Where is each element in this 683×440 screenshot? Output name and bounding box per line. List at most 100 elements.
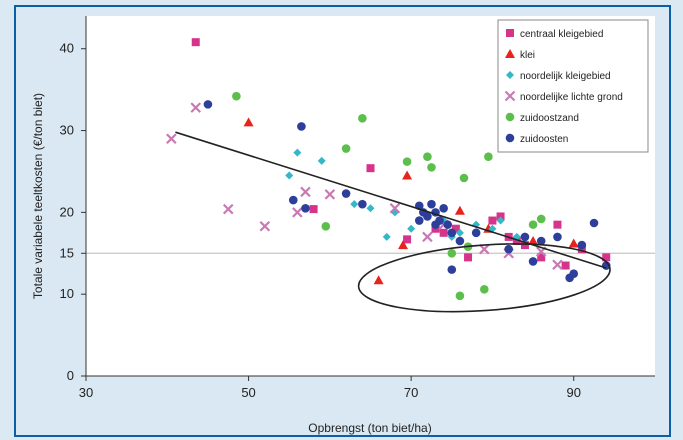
data-point [561,261,570,270]
data-point [317,156,326,165]
data-point [358,199,367,209]
data-point [568,238,579,248]
data-point [455,236,465,246]
data-point [504,244,513,254]
legend-label: centraal kleigebied [520,29,603,40]
data-point [350,200,359,209]
trend-line [175,131,607,269]
data-point [297,122,306,131]
data-point [480,284,489,294]
data-point [243,117,254,127]
data-point [455,291,465,301]
data-point [190,102,202,113]
data-point [431,220,440,229]
data-point [321,221,331,231]
data-point [451,224,460,233]
data-point [232,91,241,101]
x-tick-label: 30 [79,385,93,400]
x-axis-label: Opbrengst (ton biet/ha) [308,421,431,435]
data-point [464,253,473,262]
legend-label: klei [520,50,535,61]
data-point [553,220,562,229]
data-point [389,202,401,214]
highlight-ellipse [357,243,611,313]
data-point [402,157,412,166]
data-point [589,218,599,228]
data-point [285,171,294,180]
data-point [427,163,436,172]
data-point [358,113,367,123]
data-point [222,203,234,215]
y-tick-label: 0 [67,368,74,383]
data-point [455,228,464,237]
data-point [479,243,490,255]
legend-marker [506,29,514,37]
data-point [288,195,298,205]
y-tick-label: 15 [60,245,74,260]
data-point [536,236,546,246]
legend-marker [505,49,515,58]
data-point [324,189,336,200]
data-point [512,237,521,245]
data-point [569,269,579,279]
data-point [552,259,563,271]
legend-label: noordelijke lichte grond [520,92,623,103]
data-point [454,205,465,215]
data-point [537,253,546,262]
data-point [528,236,539,245]
data-point [447,265,457,274]
data-point [301,203,310,213]
data-point [166,133,177,145]
data-point [398,240,409,250]
data-point [402,170,413,180]
data-point [422,231,433,243]
data-point [423,212,432,221]
data-point [447,248,457,258]
data-point [520,241,529,250]
x-tick-label: 70 [404,385,418,400]
legend-box [497,19,649,153]
legend-marker [506,71,514,79]
legend-marker [505,133,515,143]
data-point [447,228,457,238]
legend-marker [504,90,516,102]
data-point [528,257,538,266]
legend-label: noordelijk kleigebied [520,71,611,82]
data-point [536,214,546,224]
x-tick-label: 90 [566,385,580,400]
data-point [439,228,448,237]
data-point [553,232,562,242]
data-point [496,216,505,225]
data-point [366,164,375,173]
data-point [292,207,303,218]
data-point [300,186,311,198]
data-point [602,253,611,262]
data-point [488,216,497,225]
data-point [439,203,448,213]
data-point [414,216,424,225]
y-tick-label: 10 [60,286,74,301]
data-point [471,228,481,238]
data-point [484,152,493,162]
data-point [203,100,213,109]
data-point [341,144,351,153]
y-tick-label: 20 [60,204,74,219]
data-point [191,38,200,47]
data-point [443,220,453,229]
data-point [259,220,271,232]
x-tick-label: 50 [241,385,255,400]
data-point [382,232,391,241]
data-point [577,240,587,250]
data-point [496,212,505,221]
data-point [427,199,436,209]
data-point [293,148,302,157]
data-point [520,232,530,242]
y-axis-label: Totale variabele teeltkosten (€/ton biet… [31,93,45,299]
data-point [309,205,318,214]
y-tick-label: 40 [60,41,74,56]
legend-label: zuidoosten [520,134,568,145]
legend-marker [505,112,515,122]
data-point [403,235,412,244]
